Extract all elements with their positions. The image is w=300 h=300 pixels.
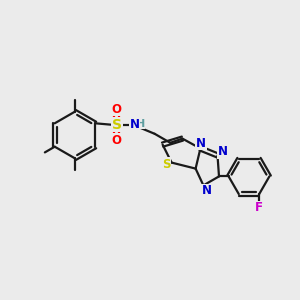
Text: S: S bbox=[112, 118, 122, 132]
Text: O: O bbox=[112, 103, 122, 116]
Text: N: N bbox=[196, 137, 206, 150]
Text: O: O bbox=[112, 134, 122, 147]
Text: N: N bbox=[218, 145, 228, 158]
Text: N: N bbox=[201, 184, 212, 197]
Text: N: N bbox=[130, 118, 140, 131]
Text: H: H bbox=[136, 119, 145, 129]
Text: F: F bbox=[255, 201, 263, 214]
Text: S: S bbox=[162, 158, 170, 171]
